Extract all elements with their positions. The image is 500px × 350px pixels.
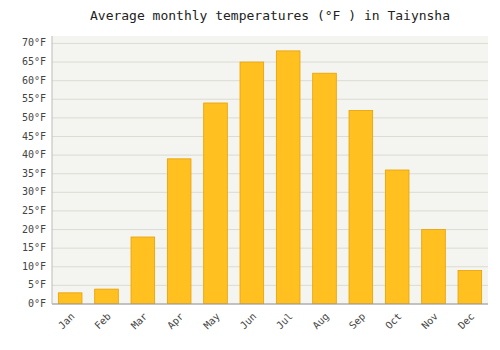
- grid: [52, 43, 488, 304]
- grid-line: [52, 136, 488, 137]
- title: Average monthly temperatures (°F ) in Ta…: [90, 8, 450, 23]
- bar: [58, 293, 82, 304]
- grid-line: [52, 43, 488, 44]
- x-tick-label: Nov: [419, 311, 440, 332]
- x-tick-label: Sep: [347, 311, 368, 332]
- y-tick-label: 20°F: [22, 224, 46, 235]
- chart-container: 0°F 5°F 10°F 15°F 20°F 25°F 30°F 35°F 40°F 45°F 50…: [0, 0, 500, 350]
- y-tick-label: 50°F: [22, 112, 46, 123]
- grid-line: [52, 99, 488, 100]
- bar: [204, 103, 228, 304]
- bar: [240, 62, 264, 304]
- grid-line: [52, 80, 488, 81]
- x-tick-label: May: [201, 311, 222, 332]
- y-axis-line: [52, 36, 53, 304]
- bar: [313, 73, 337, 304]
- bar: [458, 271, 482, 305]
- x-tick-label: Jun: [238, 311, 259, 332]
- y-tick-label: 30°F: [22, 186, 46, 197]
- bar: [95, 289, 119, 304]
- x-tick-label: Dec: [456, 311, 477, 332]
- x-axis-line: [52, 304, 488, 305]
- bar: [422, 230, 446, 304]
- x-tick-label: Oct: [383, 311, 404, 332]
- bar: [131, 237, 155, 304]
- chart: 0°F 5°F 10°F 15°F 20°F 25°F 30°F 35°F 40°F 45°F 50…: [0, 0, 500, 350]
- y-tick-label: 65°F: [22, 56, 46, 67]
- y-tick-label: 10°F: [22, 261, 46, 272]
- grid-line: [52, 210, 488, 211]
- grid-line: [52, 62, 488, 63]
- y-tick-label: 25°F: [22, 205, 46, 216]
- grid-line: [52, 192, 488, 193]
- bar: [167, 159, 191, 304]
- y-tick-label: 5°F: [28, 279, 46, 290]
- y-tick-label: 45°F: [22, 131, 46, 142]
- plot-area: [52, 36, 488, 304]
- y-tick-label: 15°F: [22, 242, 46, 253]
- y-tick-label: 55°F: [22, 93, 46, 104]
- y-tick-label: 0°F: [28, 298, 46, 309]
- y-tick-label: 70°F: [22, 37, 46, 48]
- x-tick-label: Aug: [310, 311, 331, 332]
- bar: [349, 110, 373, 304]
- x-tick-label: Jul: [274, 311, 295, 332]
- grid-line: [52, 173, 488, 174]
- bar: [276, 51, 300, 304]
- grid-line: [52, 117, 488, 118]
- bars: [58, 51, 481, 304]
- y-tick-label: 60°F: [22, 75, 46, 86]
- y-tick-label: 35°F: [22, 168, 46, 179]
- grid-line: [52, 304, 488, 305]
- x-tick-label: Feb: [92, 311, 113, 332]
- grid-line: [52, 155, 488, 156]
- bar: [385, 170, 409, 304]
- x-tick-label: Apr: [165, 311, 186, 332]
- x-tick-label: Jan: [56, 311, 77, 332]
- x-tick-label: Mar: [129, 311, 150, 332]
- y-tick-label: 40°F: [22, 149, 46, 160]
